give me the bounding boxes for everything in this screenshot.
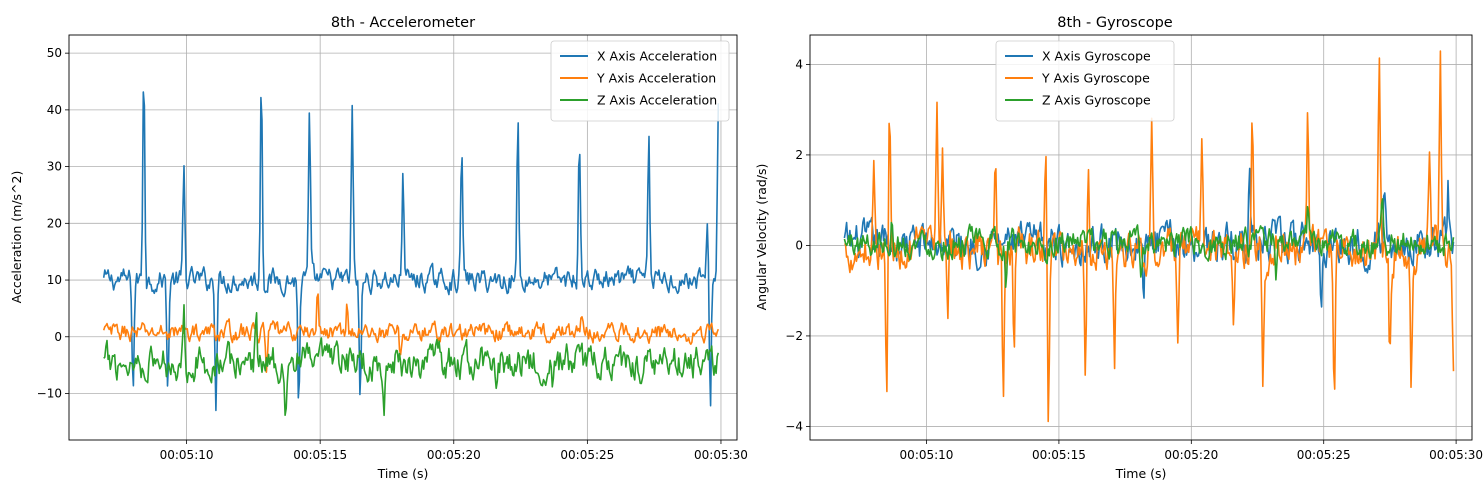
gyroscope-y-tick-label: −4 [785, 419, 803, 433]
gyroscope-legend: X Axis Gyroscope Y Axis Gyroscope Z Axis G… [995, 40, 1175, 122]
accelerometer-x-tick-label: 00:05:30 [694, 448, 748, 462]
accelerometer-grid [69, 35, 737, 440]
gyroscope-chart: 8th - Gyroscope 00:05:10 00:05:15 00:05:20… [754, 15, 1483, 481]
accelerometer-y-tick-label: 50 [47, 46, 62, 60]
accelerometer-y-tick-label: 40 [47, 103, 62, 117]
gyroscope-y-tick-label: 2 [795, 148, 803, 162]
gyroscope-y-axis-label: Angular Velocity (rad/s) [754, 164, 769, 311]
z-axis-gyroscope-line [843, 198, 1455, 288]
accelerometer-x-axis-label: Time (s) [377, 466, 429, 481]
accelerometer-y-tick-label: 0 [54, 330, 62, 344]
accelerometer-y-tick-label: 30 [47, 160, 62, 174]
gyroscope-y-ticks: −4 −2 0 2 4 [785, 57, 810, 433]
accelerometer-series-lines [102, 91, 720, 417]
accelerometer-y-tick-label: −10 [37, 386, 62, 400]
gyroscope-x-tick-label: 00:05:20 [1164, 448, 1218, 462]
y-axis-acceleration-line [102, 293, 720, 373]
gyroscope-x-tick-label: 00:05:25 [1297, 448, 1351, 462]
gyroscope-y-tick-label: 0 [795, 238, 803, 252]
accelerometer-y-tick-label: 20 [47, 216, 62, 230]
gyroscope-plot-frame [809, 34, 1473, 441]
gyroscope-x-ticks: 00:05:10 00:05:15 00:05:20 00:05:25 00:05:30 [900, 440, 1483, 462]
accelerometer-x-tick-label: 00:05:10 [160, 448, 214, 462]
gyroscope-x-tick-label: 00:05:10 [900, 448, 954, 462]
accelerometer-y-tick-label: 10 [47, 273, 62, 287]
accelerometer-x-tick-label: 00:05:25 [560, 448, 614, 462]
x-axis-acceleration-legend-label: X Axis Acceleration [597, 49, 717, 64]
z-axis-acceleration-legend-label: Z Axis Acceleration [597, 93, 717, 108]
y-axis-gyroscope-legend-label: Y Axis Gyroscope [1041, 71, 1150, 86]
y-axis-acceleration-legend-label: Y Axis Acceleration [596, 71, 716, 86]
gyroscope-y-tick-label: −2 [785, 329, 803, 343]
z-axis-gyroscope-legend-label: Z Axis Gyroscope [1042, 93, 1151, 108]
gyroscope-x-tick-label: 00:05:15 [1032, 448, 1086, 462]
gyroscope-x-tick-label: 00:05:30 [1429, 448, 1483, 462]
z-axis-acceleration-line [103, 304, 720, 417]
accelerometer-x-ticks: 00:05:10 00:05:15 00:05:20 00:05:25 00:05:30 [160, 440, 748, 462]
gyroscope-x-axis-label: Time (s) [1115, 466, 1167, 481]
gyroscope-y-tick-label: 4 [795, 57, 803, 71]
accelerometer-plot-frame [68, 34, 738, 441]
gyroscope-chart-title: 8th - Gyroscope [1057, 15, 1172, 31]
gyroscope-series-lines [843, 50, 1455, 423]
accelerometer-y-axis-label: Acceleration (m/s^2) [9, 171, 24, 304]
accelerometer-legend-box [550, 40, 730, 122]
accelerometer-y-ticks: −10 0 10 20 30 40 50 [37, 46, 69, 400]
accelerometer-x-tick-label: 00:05:15 [293, 448, 347, 462]
accelerometer-chart: 8th - Accelerometer 00:05:10 00:05:15 00:0… [9, 15, 748, 481]
accelerometer-legend: X Axis Acceleration Y Axis Acceleration Z … [550, 40, 730, 122]
accelerometer-x-tick-label: 00:05:20 [427, 448, 481, 462]
x-axis-acceleration-line [102, 91, 720, 412]
x-axis-gyroscope-legend-label: X Axis Gyroscope [1042, 49, 1151, 64]
gyroscope-legend-box [995, 40, 1175, 122]
accelerometer-chart-title: 8th - Accelerometer [331, 15, 475, 31]
